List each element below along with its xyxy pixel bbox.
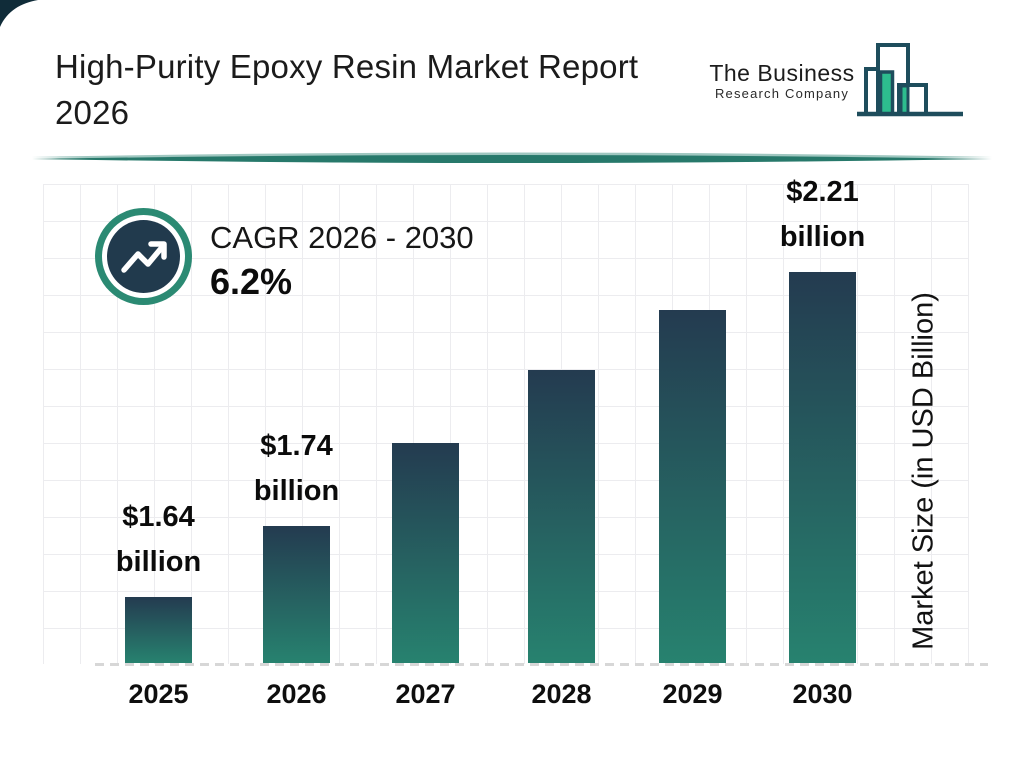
x-axis-label-2026: 2026 — [266, 679, 327, 709]
value-label-line: billion — [115, 546, 202, 578]
value-label-line: $2.21 — [786, 176, 859, 208]
title-line-1: High-Purity Epoxy Resin Market Report — [55, 48, 639, 85]
x-axis-label-2028: 2028 — [531, 679, 592, 709]
page-title: High-Purity Epoxy Resin Market Report 20… — [55, 44, 638, 136]
bar-chart-logo-icon — [857, 43, 963, 117]
x-axis-label-2030: 2030 — [792, 679, 853, 709]
y-axis-label: Market Size (in USD Billion) — [907, 292, 940, 650]
logo-name: The Business — [709, 60, 855, 86]
cagr-label: CAGR 2026 - 2030 — [210, 220, 474, 255]
cagr-callout: CAGR 2026 - 2030 6.2% — [210, 218, 474, 304]
cagr-badge — [95, 208, 192, 305]
divider-ribbon — [32, 152, 992, 163]
x-axis-label-2029: 2029 — [662, 679, 723, 709]
corner-accent — [0, 0, 38, 27]
value-label-2026: $1.74 billion — [254, 424, 339, 514]
value-label-2025: $1.64 billion — [116, 495, 201, 585]
bar-2028 — [528, 370, 595, 663]
value-label-line: $1.64 — [122, 501, 195, 533]
value-label-line: billion — [779, 221, 866, 253]
bar-2027 — [392, 443, 459, 663]
company-logo-text: The Business Research Company — [703, 60, 861, 102]
bar-2025 — [125, 597, 192, 663]
bar-2030 — [789, 272, 856, 663]
value-label-2030: $2.21 billion — [780, 170, 865, 260]
x-axis-label-2025: 2025 — [128, 679, 189, 709]
trending-up-icon — [107, 220, 180, 293]
cagr-value: 6.2% — [210, 261, 293, 302]
title-line-2: 2026 — [55, 94, 130, 131]
value-label-line: $1.74 — [260, 430, 333, 462]
bar-2029 — [659, 310, 726, 663]
x-axis-label-2027: 2027 — [395, 679, 456, 709]
logo-subname: Research Company — [714, 86, 850, 101]
chart-baseline — [95, 663, 988, 666]
value-label-line: billion — [253, 475, 340, 507]
bar-2026 — [263, 526, 330, 663]
